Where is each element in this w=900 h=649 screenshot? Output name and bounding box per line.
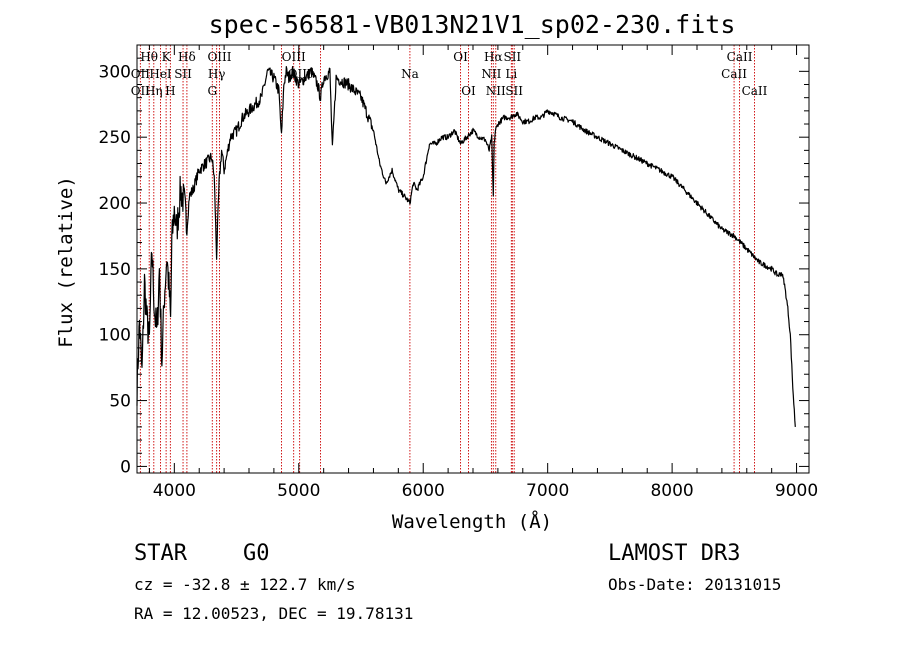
line-marker-label: OI: [461, 84, 476, 98]
y-tick-label: 100: [99, 326, 131, 346]
line-marker-label: OIII: [207, 50, 231, 64]
x-tick-label: 6000: [402, 481, 445, 501]
object-subclass: G0: [243, 541, 270, 566]
line-marker-label: Hη: [145, 84, 163, 98]
y-axis-label: Flux (relative): [55, 176, 77, 348]
line-marker-label: SII: [174, 67, 192, 81]
chart-title: spec-56581-VB013N21V1_sp02-230.fits: [209, 10, 736, 39]
line-marker-label: H: [165, 84, 175, 98]
y-tick-label: 200: [99, 194, 131, 214]
line-marker-label: OII: [131, 84, 151, 98]
line-marker-label: HeI: [149, 67, 172, 81]
coordinates: RA = 12.00523, DEC = 19.78131: [134, 604, 413, 623]
line-marker-label: CaII: [721, 67, 747, 81]
line-marker-label: NII: [481, 67, 501, 81]
observation-date: Obs-Date: 20131015: [608, 575, 781, 594]
line-marker-label: OI: [453, 50, 468, 64]
y-tick-label: 300: [99, 62, 131, 82]
x-tick-label: 9000: [775, 481, 818, 501]
line-marker-label: G: [207, 84, 217, 98]
line-marker-label: SII: [503, 50, 521, 64]
line-marker-label: OII: [131, 67, 151, 81]
spectrum-line: [136, 66, 796, 427]
line-marker-label: Hγ: [208, 67, 226, 81]
line-marker-label: Hδ: [178, 50, 196, 64]
x-tick-label: 8000: [650, 481, 693, 501]
line-marker-label: SII: [505, 84, 523, 98]
y-axis-ticks: 0 50 100 150 200 250 300: [99, 57, 809, 477]
survey-name: LAMOST DR3: [608, 541, 740, 566]
line-marker-label: Hα: [484, 50, 503, 64]
y-tick-label: 50: [109, 392, 131, 412]
line-marker-label: OIII: [282, 50, 306, 64]
x-tick-label: 7000: [526, 481, 569, 501]
line-marker-label: Li: [505, 67, 517, 81]
redshift-info: cz = -32.8 ± 122.7 km/s: [134, 575, 356, 594]
x-tick-label: 5000: [277, 481, 320, 501]
line-marker-label: NII: [486, 84, 506, 98]
line-marker-label: K: [162, 50, 172, 64]
object-class: STAR: [134, 541, 188, 566]
line-markers: [139, 45, 755, 473]
line-marker-label: Na: [401, 67, 419, 81]
plot-frame: [136, 44, 810, 474]
line-marker-label: CaII: [742, 84, 768, 98]
x-axis-label: Wavelength (Å): [392, 510, 552, 533]
x-tick-label: 4000: [153, 481, 196, 501]
line-marker-label: Hθ: [140, 50, 158, 64]
y-tick-label: 250: [99, 128, 131, 148]
y-tick-label: 150: [99, 260, 131, 280]
line-marker-label: CaII: [727, 50, 753, 64]
y-tick-label: 0: [120, 457, 131, 477]
x-axis-ticks: 4000 5000 6000 7000 8000 9000: [148, 45, 818, 501]
